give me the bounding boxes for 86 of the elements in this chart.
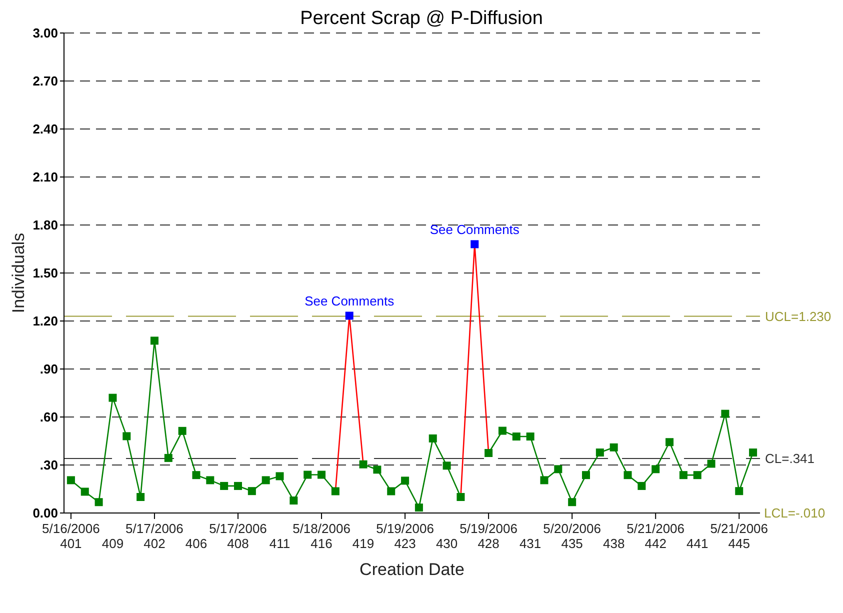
point bbox=[373, 466, 382, 474]
point bbox=[304, 470, 312, 479]
y-tick-label: .90 bbox=[40, 362, 58, 377]
point bbox=[122, 432, 131, 440]
point bbox=[262, 476, 270, 484]
point bbox=[66, 476, 75, 484]
x-tick-label: 5/17/2006 408 bbox=[209, 521, 267, 551]
point bbox=[749, 448, 758, 457]
y-axis-title: Individuals bbox=[9, 232, 28, 314]
ref-line-label: CL=.341 bbox=[765, 451, 815, 466]
point bbox=[164, 454, 172, 462]
point bbox=[526, 432, 534, 441]
point bbox=[693, 471, 702, 480]
ref-line-label: UCL=1.230 bbox=[765, 308, 832, 324]
annotation: See Comments bbox=[430, 222, 520, 238]
point bbox=[192, 471, 200, 480]
x-tick-label: 419 bbox=[352, 536, 374, 551]
x-tick-label: 5/18/2006 416 bbox=[292, 521, 350, 551]
y-tick-label: 1.50 bbox=[32, 266, 58, 281]
x-tick-label: 438 bbox=[602, 536, 625, 551]
point bbox=[638, 482, 646, 490]
point bbox=[456, 493, 465, 501]
point bbox=[624, 471, 632, 480]
point bbox=[666, 438, 674, 446]
x-tick-label: 430 bbox=[436, 536, 458, 551]
point bbox=[359, 460, 368, 468]
point bbox=[248, 487, 256, 496]
point bbox=[414, 504, 423, 512]
x-tick-label: 409 bbox=[102, 536, 124, 551]
point bbox=[220, 482, 228, 490]
point bbox=[387, 487, 396, 496]
y-tick-label: .60 bbox=[40, 410, 58, 425]
y-tick-label: .30 bbox=[40, 458, 58, 473]
point bbox=[80, 488, 89, 496]
y-tick-label: 1.80 bbox=[32, 218, 58, 233]
annotation: See Comments bbox=[304, 294, 395, 309]
x-tick-label: 5/19/2006 423 bbox=[376, 521, 434, 551]
point bbox=[679, 471, 688, 480]
x-tick-label: 5/19/2006 428 bbox=[460, 521, 518, 551]
point bbox=[290, 496, 298, 505]
point bbox=[707, 460, 716, 468]
point bbox=[234, 482, 242, 490]
x-tick-label: 5/16/2006 401 bbox=[42, 521, 100, 551]
point bbox=[401, 476, 410, 485]
point bbox=[276, 472, 284, 480]
y-tick-label: 3.00 bbox=[32, 26, 58, 41]
point bbox=[318, 470, 326, 479]
point bbox=[345, 312, 354, 320]
x-tick-label: 5/21/2006 445 bbox=[710, 521, 768, 551]
point bbox=[470, 240, 479, 248]
x-tick-label: 431 bbox=[519, 536, 542, 551]
x-tick-label: 441 bbox=[686, 536, 708, 551]
x-tick-label: 5/20/2006 435 bbox=[543, 521, 601, 551]
x-tick-label: 5/21/2006 442 bbox=[626, 521, 685, 551]
point bbox=[178, 426, 186, 435]
x-tick-label: 5/17/2006 402 bbox=[126, 521, 184, 551]
y-tick-label: 2.70 bbox=[32, 74, 58, 89]
point bbox=[540, 476, 548, 484]
point bbox=[554, 465, 562, 474]
point bbox=[610, 443, 618, 452]
chart-title: Percent Scrap @ P-Diffusion bbox=[300, 8, 543, 29]
y-tick-label: 2.40 bbox=[32, 122, 58, 137]
point bbox=[498, 426, 506, 435]
point bbox=[596, 448, 604, 457]
point bbox=[108, 394, 117, 402]
point bbox=[652, 465, 660, 474]
point bbox=[150, 336, 158, 345]
point bbox=[442, 462, 451, 470]
point bbox=[206, 476, 214, 484]
point bbox=[735, 487, 744, 496]
x-tick-label: 411 bbox=[269, 536, 290, 551]
point bbox=[94, 498, 103, 506]
point bbox=[512, 432, 520, 441]
y-tick-label: 0.00 bbox=[32, 506, 58, 521]
text: LCL=-.010 bbox=[764, 506, 826, 521]
point bbox=[721, 410, 730, 418]
point bbox=[331, 487, 340, 496]
point bbox=[568, 498, 576, 506]
x-axis-title: Creation Date bbox=[360, 560, 464, 579]
point bbox=[582, 471, 590, 480]
y-tick-label: 1.20 bbox=[32, 314, 58, 329]
point bbox=[484, 449, 493, 457]
point bbox=[136, 493, 145, 501]
point bbox=[428, 434, 437, 442]
x-tick-label: 406 bbox=[185, 536, 208, 551]
y-tick-label: 2.10 bbox=[32, 170, 58, 185]
